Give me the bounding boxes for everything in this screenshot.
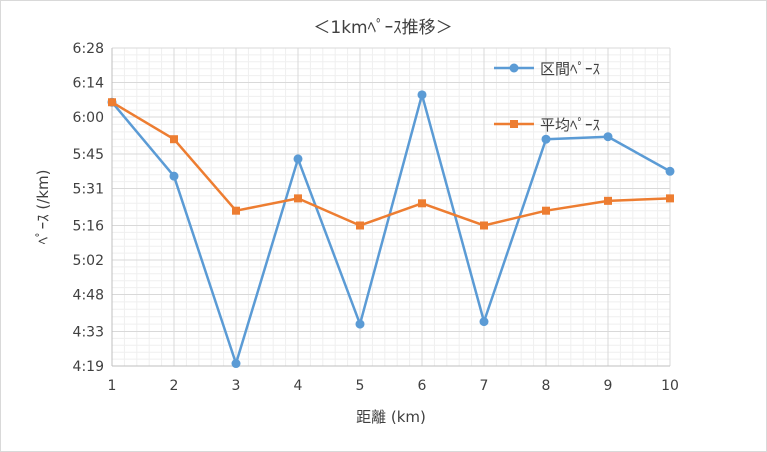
legend-label-2: 平均ﾍﾟｰｽ <box>540 116 600 134</box>
legend-marker-square <box>510 120 518 128</box>
data-point-square <box>418 199 426 208</box>
data-point-circle <box>665 166 675 176</box>
legend-label-1: 区間ﾍﾟｰｽ <box>540 60 600 78</box>
data-point-circle <box>293 154 303 164</box>
x-tick-label: 9 <box>604 378 613 394</box>
x-tick-label: 2 <box>170 378 179 394</box>
y-tick-label: 6:00 <box>73 110 104 126</box>
data-point-square <box>542 206 550 215</box>
x-tick-label: 6 <box>418 378 427 394</box>
data-point-circle <box>541 134 551 144</box>
legend: 区間ﾍﾟｰｽ 平均ﾍﾟｰｽ <box>494 60 600 134</box>
y-tick-label: 4:48 <box>73 288 104 304</box>
y-tick-label: 5:16 <box>73 218 105 234</box>
x-tick-labels: 1 2 3 4 5 6 7 8 9 10 <box>108 378 679 394</box>
series-layer <box>107 90 675 369</box>
y-tick-label: 4:33 <box>73 324 104 340</box>
series-line-1 <box>111 93 671 365</box>
data-point-square <box>480 221 488 230</box>
x-tick-label: 3 <box>232 378 241 394</box>
minor-grid <box>112 48 670 366</box>
data-point-circle <box>169 171 179 181</box>
y-axis-label: ﾍﾟｰｽ (/km) <box>34 170 52 245</box>
x-tick-label: 7 <box>480 378 489 394</box>
y-tick-label: 5:31 <box>73 182 104 198</box>
data-point-square <box>232 206 240 215</box>
legend-marker-circle <box>509 63 519 73</box>
x-tick-label: 5 <box>356 378 365 394</box>
x-tick-label: 8 <box>542 378 551 394</box>
series-line-2 <box>111 101 671 227</box>
y-tick-label: 6:28 <box>73 41 104 57</box>
data-point-circle <box>479 317 489 327</box>
x-axis-label: 距離 (km) <box>356 408 426 426</box>
data-point-square <box>666 194 674 203</box>
data-point-square <box>294 194 302 203</box>
y-tick-labels: 4:19 4:33 4:48 5:02 5:16 5:31 5:45 6:00 6:14 6:28 <box>73 41 105 375</box>
data-point-square <box>604 196 612 205</box>
data-point-square <box>108 98 116 107</box>
x-tick-label: 10 <box>661 378 679 394</box>
x-tick-label: 4 <box>294 378 303 394</box>
y-tick-label: 5:02 <box>73 253 104 269</box>
data-point-circle <box>603 132 613 142</box>
x-tick-label: 1 <box>108 378 117 394</box>
y-tick-label: 4:19 <box>73 359 104 375</box>
chart-title: ＜1kmﾍﾟｰｽ推移＞ <box>313 18 452 38</box>
data-point-square <box>170 135 178 144</box>
y-tick-label: 6:14 <box>73 76 105 92</box>
data-point-circle <box>417 90 427 100</box>
y-tick-label: 5:45 <box>73 147 104 163</box>
data-point-circle <box>355 319 365 329</box>
data-point-square <box>356 221 364 230</box>
data-point-circle <box>231 359 241 369</box>
